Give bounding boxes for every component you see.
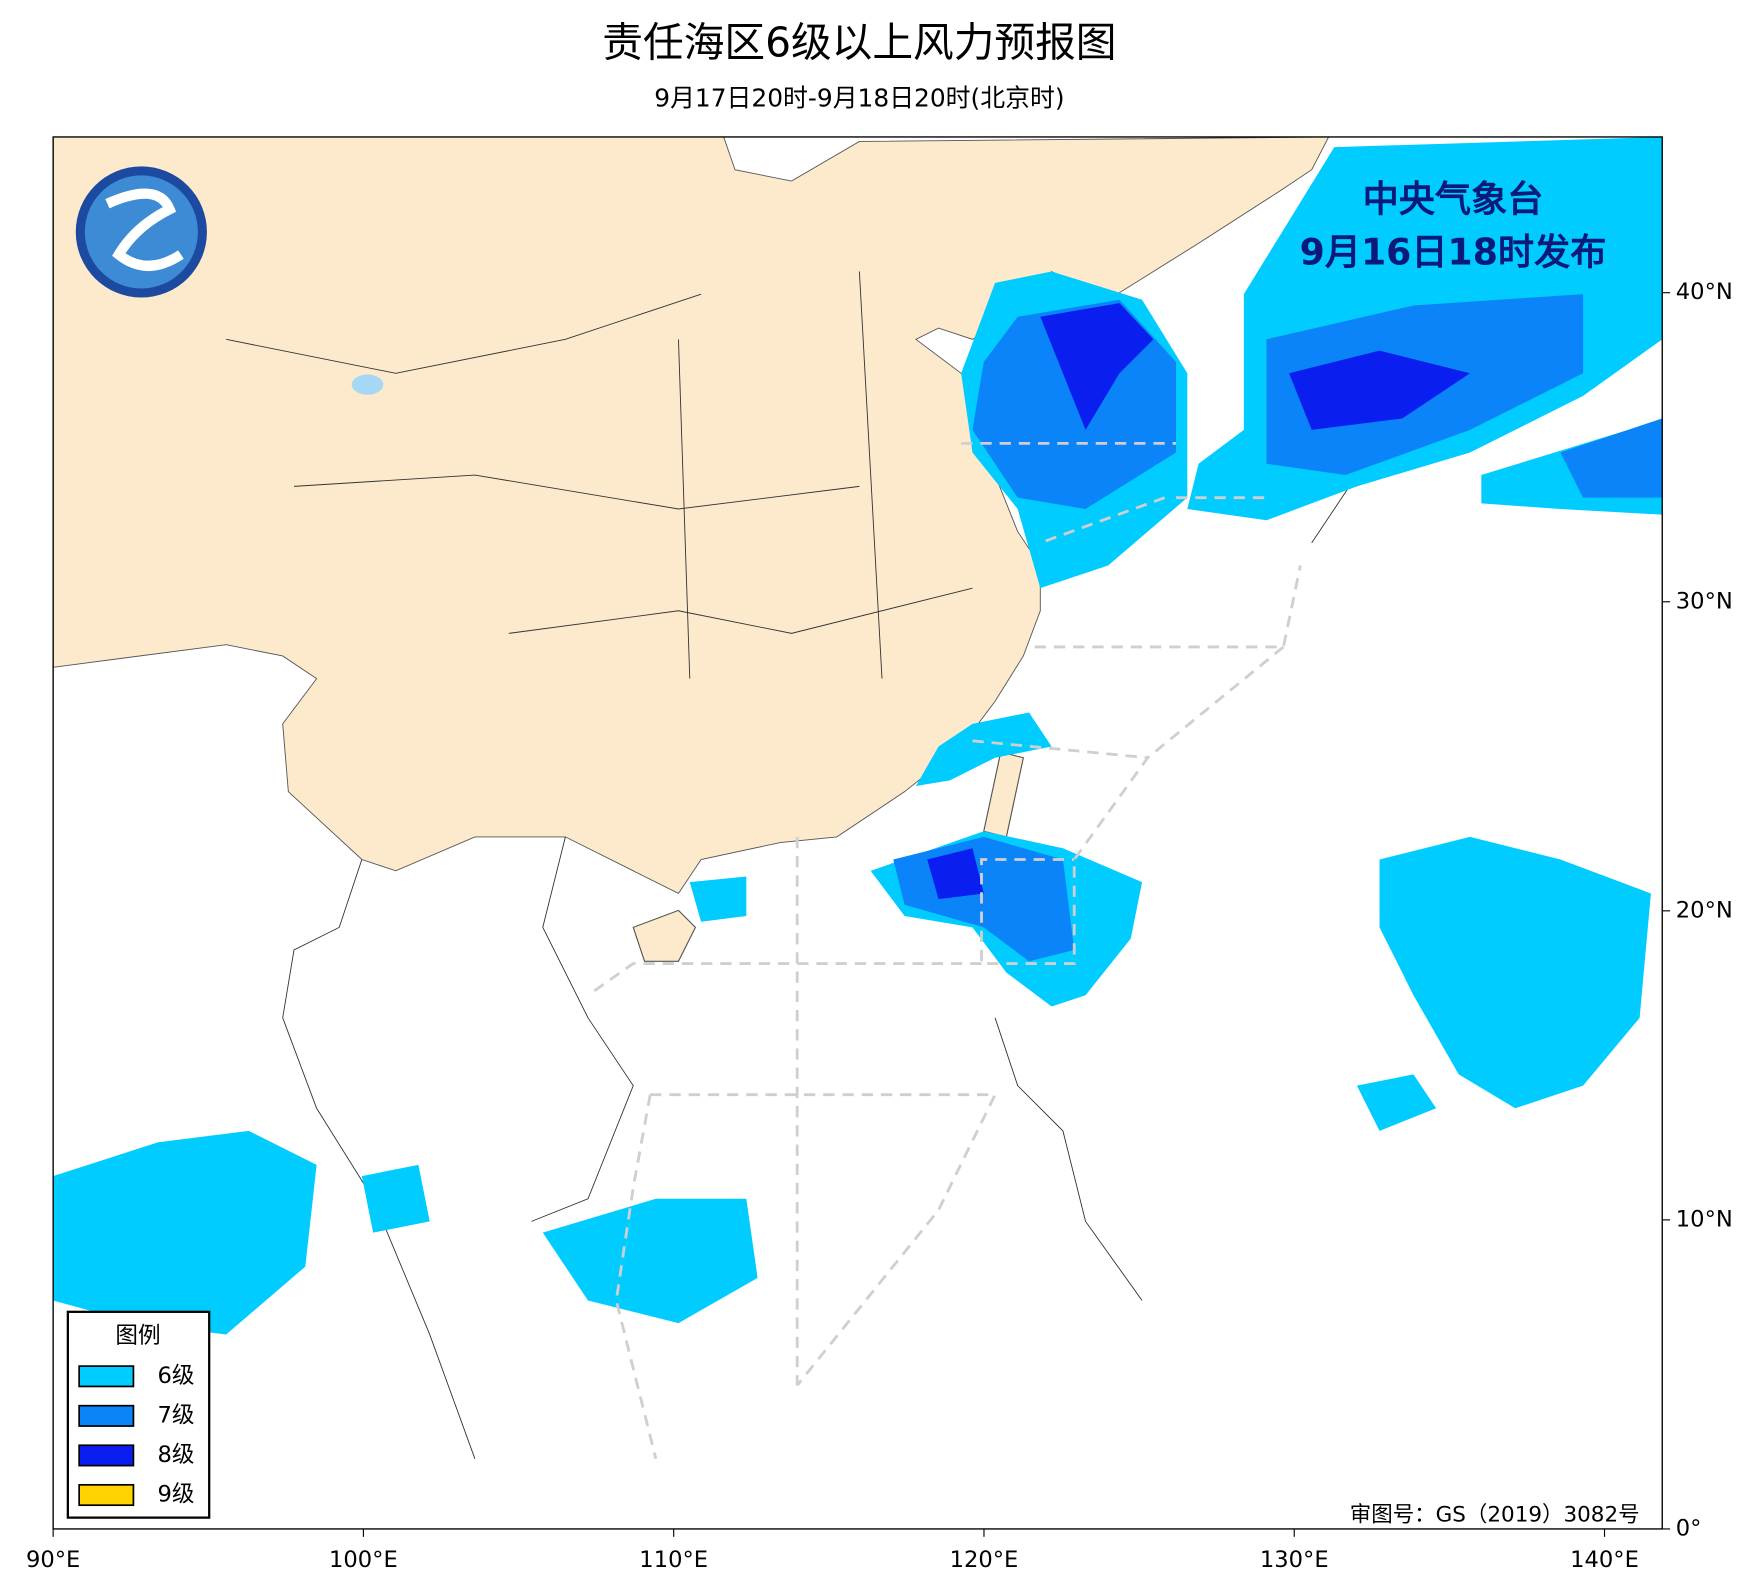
map-frame <box>52 136 1663 1530</box>
legend-swatch <box>78 1404 135 1427</box>
y-tick-label: 30°N <box>1676 588 1733 614</box>
legend-label: 7级 <box>157 1402 194 1428</box>
y-tick-label: 0° <box>1676 1515 1702 1541</box>
map-subtitle: 9月17日20时-9月18日20时(北京时) <box>654 84 1064 113</box>
legend-swatch <box>78 1444 135 1467</box>
southeast-asia-coast <box>282 429 1358 1459</box>
x-tick-label: 100°E <box>329 1547 398 1573</box>
x-tick-label: 90°E <box>26 1547 80 1573</box>
issuer-time: 9月16日18时发布 <box>1300 231 1607 274</box>
sea-zone-lines <box>587 441 1302 1460</box>
province-lines <box>226 271 973 679</box>
map-title: 责任海区6级以上风力预报图 <box>602 18 1116 66</box>
x-tick-label: 140°E <box>1570 1547 1639 1573</box>
x-tick-label: 130°E <box>1260 1547 1329 1573</box>
issuer-agency: 中央气象台 <box>1363 177 1544 220</box>
hainan <box>632 909 697 962</box>
legend: 6级 7级 8级 9级 <box>78 1363 194 1508</box>
x-tick-label: 120°E <box>950 1547 1019 1573</box>
legend-label: 6级 <box>157 1363 194 1389</box>
legend-label: 8级 <box>157 1442 194 1468</box>
lake <box>351 374 384 395</box>
axes: 90°E 100°E 110°E 120°E 130°E 140°E 0° 10°N 20°N 3… <box>26 279 1733 1573</box>
legend-title: 图例 <box>115 1323 160 1349</box>
legend-swatch <box>78 1483 135 1507</box>
wind-level-8 <box>927 303 1470 900</box>
logo <box>75 166 207 298</box>
y-tick-label: 10°N <box>1676 1206 1733 1232</box>
y-tick-label: 20°N <box>1676 897 1733 923</box>
x-tick-label: 110°E <box>639 1547 708 1573</box>
legend-label: 9级 <box>157 1482 194 1508</box>
map-body <box>53 136 1663 1529</box>
legend-swatch <box>78 1365 135 1388</box>
y-tick-label: 40°N <box>1676 279 1733 305</box>
review-number: 审图号：GS（2019）3082号 <box>1350 1502 1640 1527</box>
